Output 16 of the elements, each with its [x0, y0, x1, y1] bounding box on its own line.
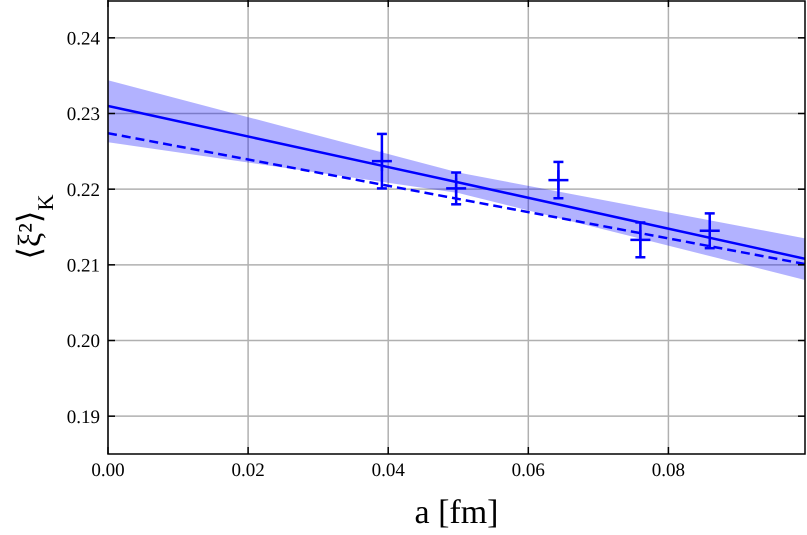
x-tick-label: 0.06: [512, 460, 545, 481]
x-tick-label: 0.04: [372, 460, 406, 481]
y-tick-label: 0.21: [66, 255, 100, 276]
y-tick-label: 0.19: [66, 406, 100, 428]
y-tick-label: 0.24: [66, 28, 100, 50]
x-tick-label: 0.00: [91, 460, 125, 481]
point: [698, 220, 721, 242]
x-axis-title: a [fm]: [414, 494, 499, 531]
point: [370, 150, 394, 172]
point: [547, 168, 570, 192]
y-tick-label: 0.20: [66, 331, 100, 352]
y-tick-label: 0.22: [66, 180, 100, 201]
y-tick-label: 0.23: [66, 104, 100, 126]
x-tick-label: 0.02: [231, 460, 265, 481]
x-tick-label: 0.08: [652, 460, 686, 481]
point: [629, 228, 652, 252]
